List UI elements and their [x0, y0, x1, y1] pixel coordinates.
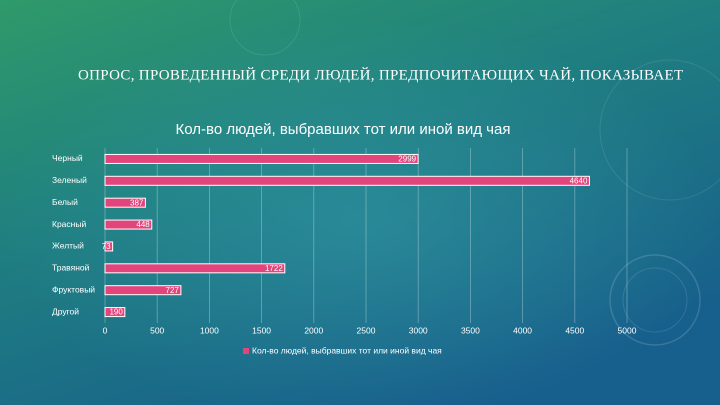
decor-circle	[229, 0, 301, 56]
bar	[104, 153, 419, 164]
value-label: 1722	[265, 264, 283, 273]
x-tick-label: 4500	[565, 325, 584, 335]
x-tick-label: 1500	[252, 325, 271, 335]
x-tick-label: 3000	[409, 325, 428, 335]
value-label: 448	[136, 220, 150, 229]
x-tick-label: 3500	[461, 325, 480, 335]
category-label: Белый	[52, 197, 78, 207]
category-label: Желтый	[52, 241, 84, 251]
category-label: Черный	[52, 153, 83, 163]
value-label: 387	[130, 198, 144, 207]
decor-circle	[622, 267, 688, 333]
slide-heading: ОПРОС, ПРОВЕДЕННЫЙ СРЕДИ ЛЮДЕЙ, ПРЕДПОЧИ…	[78, 66, 683, 83]
decor-circle	[609, 254, 701, 346]
category-label: Зеленый	[52, 175, 87, 185]
legend-swatch	[243, 348, 249, 354]
value-label: 73	[102, 242, 111, 251]
x-tick-label: 2000	[304, 325, 323, 335]
decor-circle	[599, 59, 720, 201]
bar	[104, 219, 153, 230]
legend-label: Кол-во людей, выбравших тот или иной вид…	[252, 345, 442, 355]
category-label: Травяной	[52, 263, 90, 273]
bar	[104, 241, 114, 252]
value-label: 4640	[570, 176, 588, 185]
x-tick-label: 2500	[357, 325, 376, 335]
x-tick-label: 1000	[200, 325, 219, 335]
value-label: 190	[109, 308, 123, 317]
value-label: 727	[166, 286, 180, 295]
chart-title: Кол-во людей, выбравших тот или иной вид…	[176, 121, 511, 138]
x-tick-label: 5000	[618, 325, 637, 335]
bar	[104, 285, 182, 296]
x-tick-label: 4000	[513, 325, 532, 335]
bar	[104, 197, 146, 208]
bar	[104, 263, 286, 274]
category-label: Фруктовый	[52, 284, 95, 294]
category-label: Другой	[52, 306, 79, 316]
value-label: 2999	[398, 155, 416, 164]
category-label: Красный	[52, 219, 86, 229]
bar	[104, 307, 126, 318]
x-tick-label: 500	[150, 325, 164, 335]
bar	[104, 175, 590, 186]
x-tick-label: 0	[103, 325, 108, 335]
